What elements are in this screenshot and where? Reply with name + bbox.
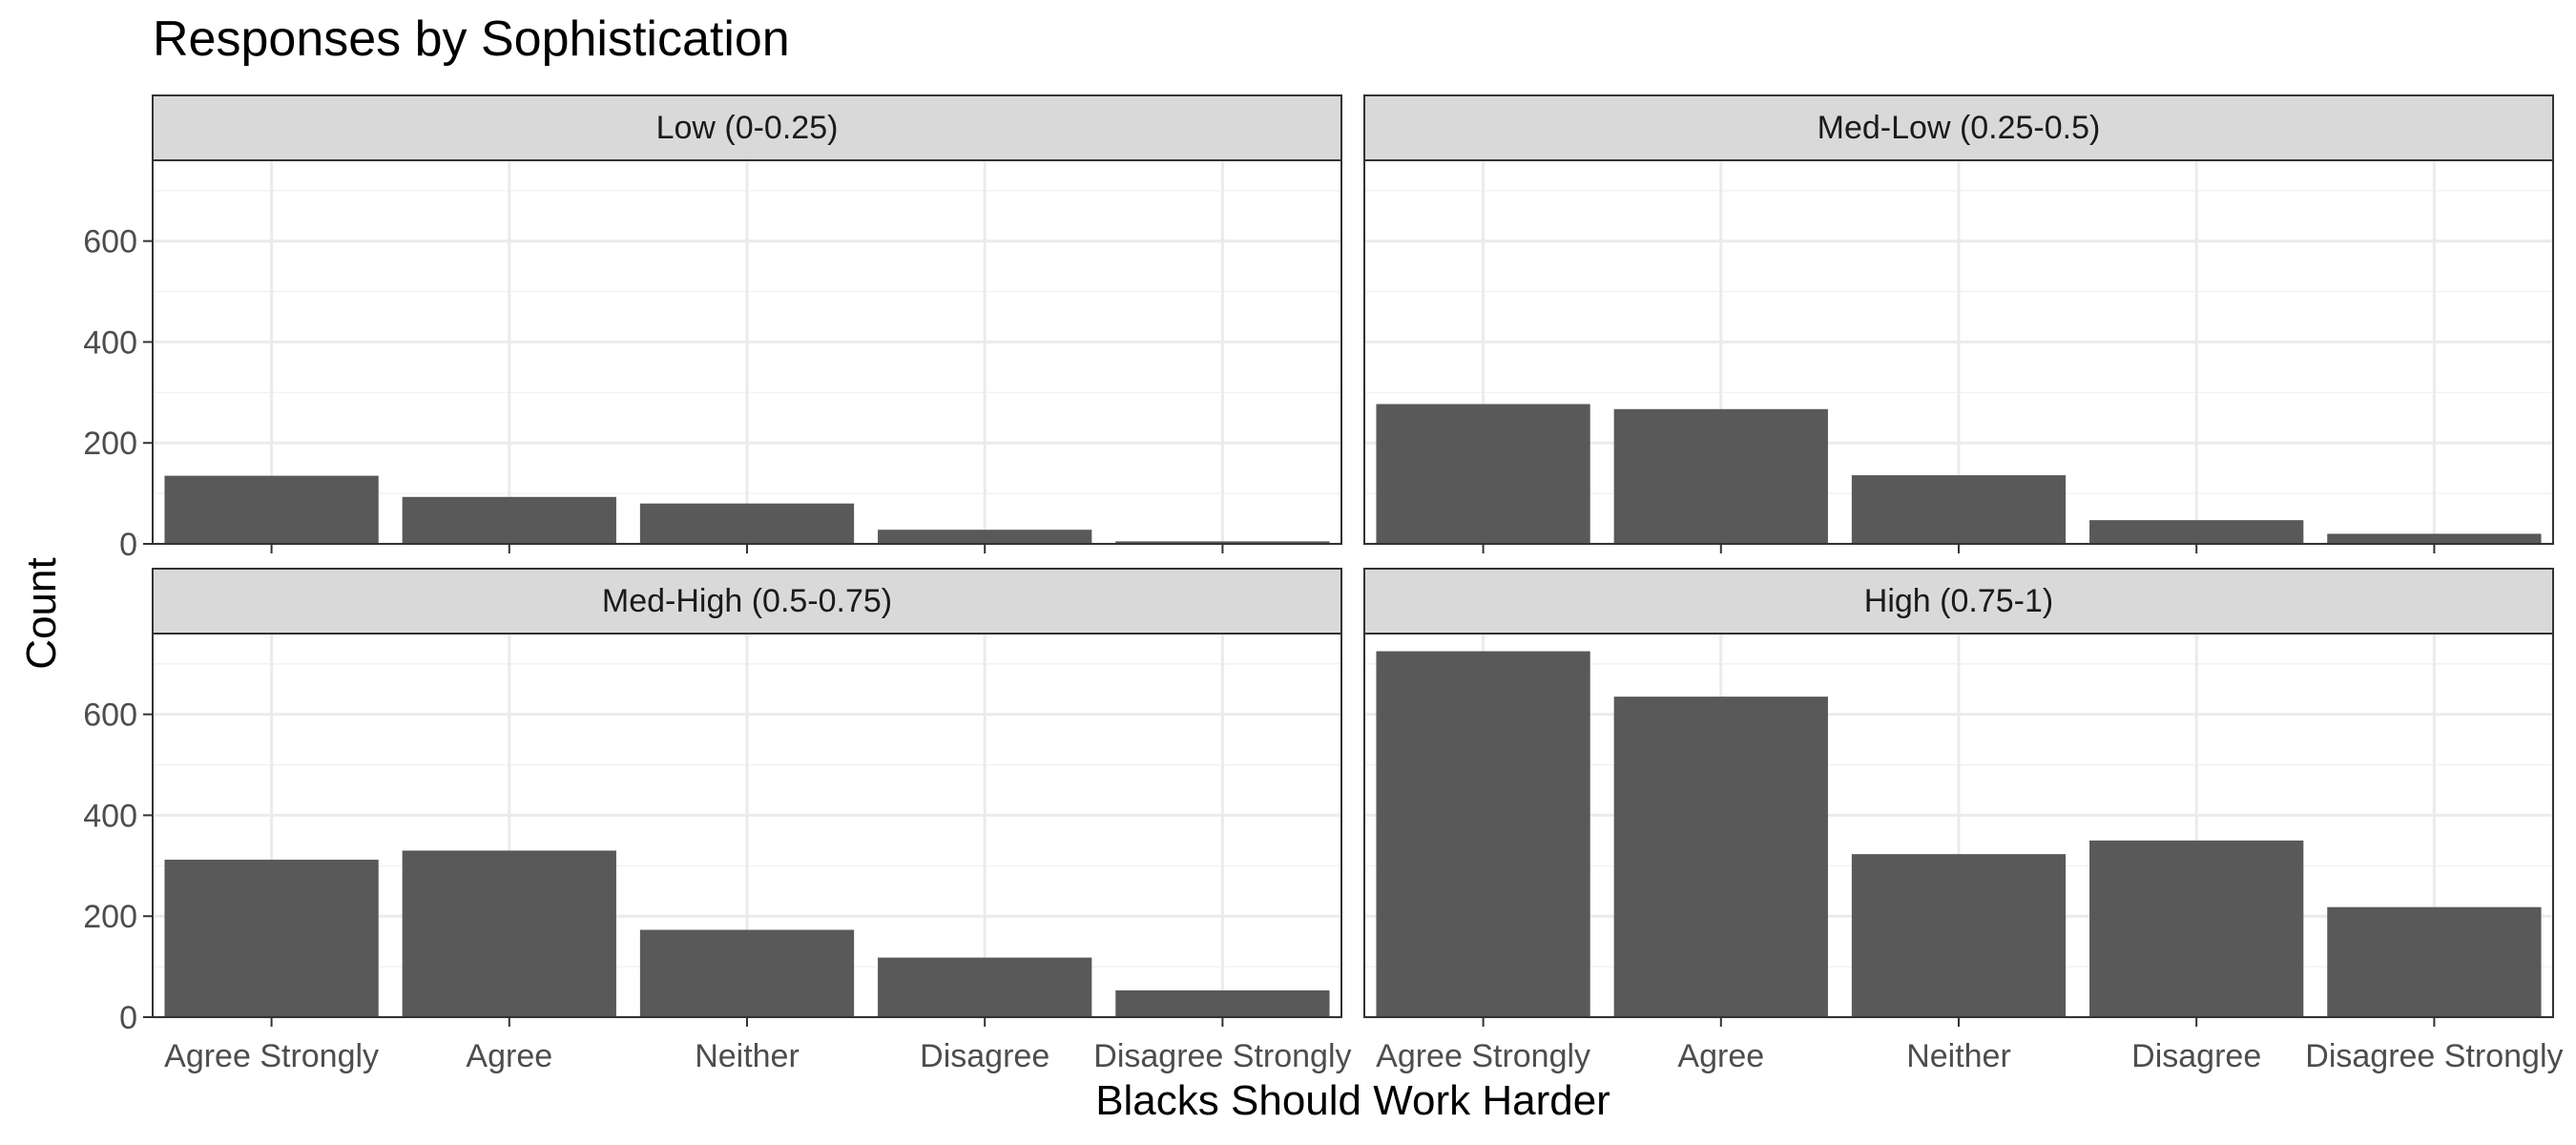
bar [878, 957, 1092, 1017]
facet-strip [1363, 568, 2554, 635]
facet-panel: Low (0-0.25) 0 200 400 600 [83, 94, 1342, 563]
bar [2089, 840, 2304, 1017]
bar [164, 859, 379, 1017]
x-tick-label: Disagree Strongly [1093, 1038, 1351, 1074]
bar [164, 475, 379, 544]
x-tick-label: Disagree [920, 1038, 1049, 1074]
bar [2327, 906, 2542, 1017]
x-axis-label: Blacks Should Work Harder [1095, 1077, 1610, 1124]
y-tick-label: 400 [83, 798, 137, 834]
facet-label: Low (0-0.25) [656, 110, 839, 146]
bar [1851, 854, 2067, 1017]
bar [1851, 475, 2067, 544]
x-tick-label: Agree Strongly [1376, 1038, 1590, 1074]
y-tick-label: 200 [83, 899, 137, 935]
bar [1115, 541, 1330, 544]
facet-strip [152, 568, 1342, 635]
bar [402, 496, 616, 544]
y-tick-label: 400 [83, 324, 137, 361]
bar [639, 929, 855, 1017]
facet-label: Med-Low (0.25-0.5) [1818, 110, 2101, 146]
x-tick-label: Agree [466, 1038, 552, 1074]
x-tick-label: Agree Strongly [164, 1038, 379, 1074]
facet-strip [1363, 94, 2554, 161]
facet-strip [152, 94, 1342, 161]
facet-label: Med-High (0.5-0.75) [602, 583, 892, 619]
bar [639, 503, 855, 544]
facet-panel: Med-Low (0.25-0.5) [1363, 94, 2554, 553]
y-tick-label: 200 [83, 426, 137, 462]
y-axis-label: Count [18, 557, 65, 669]
bar [878, 530, 1092, 544]
y-tick-label: 600 [83, 697, 137, 734]
bar [1613, 408, 1828, 544]
bar [1376, 651, 1590, 1017]
x-tick-label: Disagree Strongly [2305, 1038, 2563, 1074]
bar [1115, 989, 1330, 1017]
bar [1376, 404, 1590, 544]
facet-panel: Med-High (0.5-0.75) 0 200 400 600 Agree Stron… [83, 568, 1352, 1074]
chart-title: Responses by Sophistication [153, 11, 790, 67]
y-tick-label: 0 [119, 527, 137, 563]
facet-panel: High (0.75-1) Agree Strongly Agree Neither D… [1363, 568, 2564, 1074]
bar [2327, 533, 2542, 544]
x-tick-label: Neither [695, 1038, 800, 1074]
x-tick-label: Agree [1677, 1038, 1764, 1074]
x-tick-label: Disagree [2131, 1038, 2261, 1074]
bar [1613, 697, 1828, 1017]
bar [402, 850, 616, 1017]
facet-label: High (0.75-1) [1864, 583, 2053, 619]
y-tick-label: 0 [119, 1000, 137, 1036]
facet-panels: Low (0-0.25) 0 200 400 600 Med-Low (0.25-0.5)… [83, 94, 2564, 1074]
y-tick-label: 600 [83, 224, 137, 260]
bar [2089, 520, 2304, 544]
x-tick-label: Neither [1906, 1038, 2011, 1074]
